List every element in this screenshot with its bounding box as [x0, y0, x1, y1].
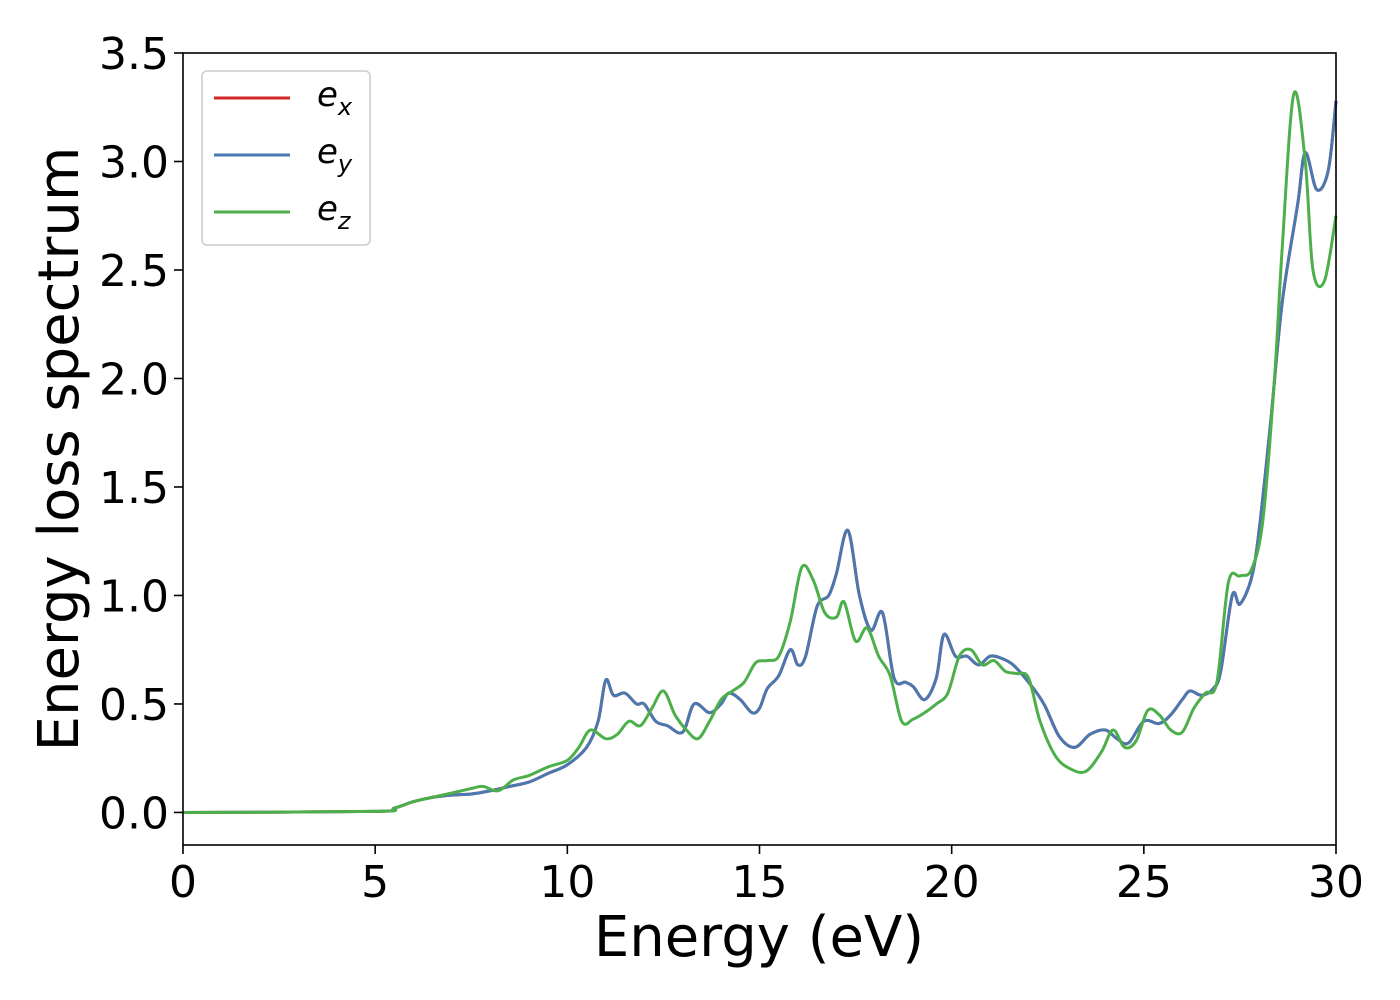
x-tick-label: 20 — [924, 857, 980, 908]
x-tick-label: 5 — [361, 857, 389, 908]
series-layer — [182, 90, 1338, 814]
x-tick-label: 30 — [1308, 857, 1364, 908]
x-axis-label: Energy (eV) — [594, 905, 924, 970]
x-tick-label: 10 — [539, 857, 595, 908]
y-tick-label: 0.0 — [99, 788, 169, 839]
y-tick-label: 2.5 — [99, 246, 169, 297]
y-tick-label: 1.0 — [99, 571, 169, 622]
legend-box — [201, 70, 371, 246]
x-axis-ticks: 0 5 10 15 20 25 30 — [169, 845, 1364, 908]
x-tick-label: 15 — [732, 857, 788, 908]
y-tick-label: 3.5 — [99, 29, 169, 80]
x-tick-label: 0 — [169, 857, 197, 908]
y-tick-label: 1.5 — [99, 463, 169, 514]
series-line-z — [182, 90, 1338, 814]
x-tick-label: 25 — [1116, 857, 1172, 908]
y-tick-label: 3.0 — [99, 137, 169, 188]
y-axis-ticks: 0.0 0.5 1.0 1.5 2.0 2.5 3.0 3.5 — [99, 29, 183, 839]
y-tick-label: 0.5 — [99, 680, 169, 731]
y-tick-label: 2.0 — [99, 354, 169, 405]
y-axis-label: Energy loss spectrum — [27, 147, 92, 752]
